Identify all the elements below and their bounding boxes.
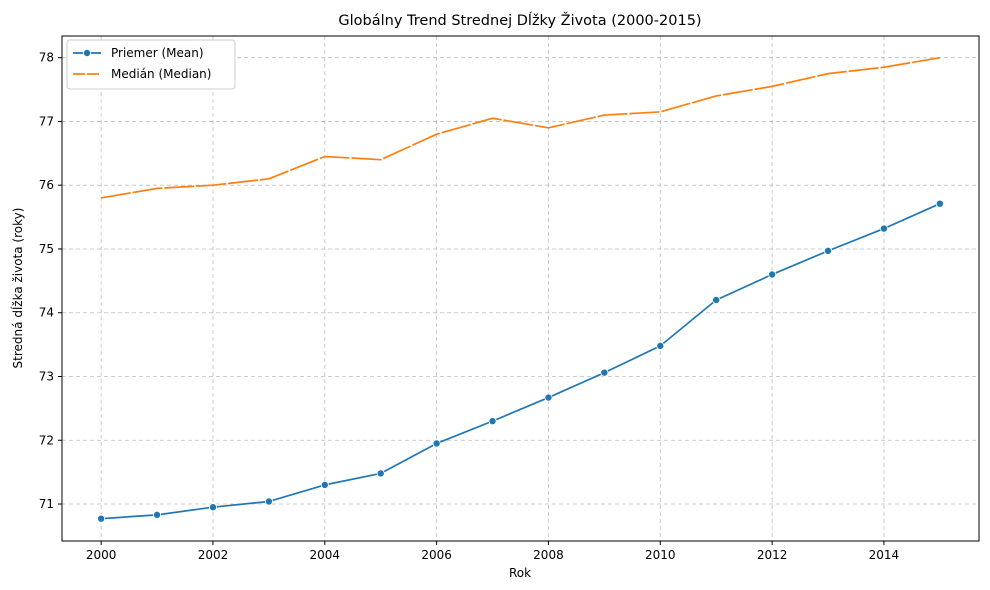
x-axis-label: Rok xyxy=(509,566,531,580)
data-point-0 xyxy=(208,503,217,512)
legend-label-mean: Priemer (Mean) xyxy=(111,46,204,60)
chart-title: Globálny Trend Strednej Dĺžky Života (20… xyxy=(338,11,701,29)
data-point-0 xyxy=(712,295,721,304)
data-point-0 xyxy=(376,469,385,478)
y-tick-label: 78 xyxy=(39,51,54,65)
y-tick-label: 72 xyxy=(39,433,54,447)
legend-marker-mean xyxy=(83,49,92,58)
data-point-0 xyxy=(879,224,888,233)
x-tick-label: 2004 xyxy=(310,548,341,562)
legend-box xyxy=(66,39,236,90)
y-tick-label: 76 xyxy=(39,178,54,192)
data-point-0 xyxy=(768,270,777,279)
grid xyxy=(62,36,979,541)
legend: Priemer (Mean) Medián (Median) xyxy=(66,39,236,90)
plot-area-frame xyxy=(61,35,980,542)
data-point-0 xyxy=(264,497,273,506)
series-line-0 xyxy=(101,202,941,520)
x-tick-label: 2002 xyxy=(198,548,229,562)
x-tick-label: 2014 xyxy=(869,548,900,562)
data-point-0 xyxy=(600,368,609,377)
legend-label-median: Medián (Median) xyxy=(111,67,211,81)
series-line-1 xyxy=(100,56,941,199)
y-tick-label: 74 xyxy=(39,306,54,320)
data-point-0 xyxy=(153,510,162,519)
y-axis: 71 72 73 74 75 76 77 78 xyxy=(39,51,62,511)
x-tick-label: 2006 xyxy=(421,548,452,562)
y-tick-label: 77 xyxy=(39,114,54,128)
data-point-0 xyxy=(320,480,329,489)
x-tick-label: 2008 xyxy=(533,548,564,562)
data-point-0 xyxy=(488,417,497,426)
data-point-0 xyxy=(824,246,833,255)
data-point-0 xyxy=(544,393,553,402)
y-tick-label: 71 xyxy=(39,497,54,511)
x-tick-label: 2000 xyxy=(86,548,117,562)
y-tick-label: 75 xyxy=(39,242,54,256)
x-axis: 2000 2002 2004 2006 2008 2010 2012 2014 xyxy=(86,541,899,562)
y-tick-label: 73 xyxy=(39,369,54,383)
x-tick-label: 2010 xyxy=(645,548,676,562)
x-tick-label: 2012 xyxy=(757,548,788,562)
series-layer xyxy=(97,56,944,523)
y-axis-label: Stredná dĺžka života (roky) xyxy=(10,208,25,369)
data-point-0 xyxy=(97,514,106,523)
data-point-0 xyxy=(656,341,665,350)
data-point-0 xyxy=(432,439,441,448)
data-point-0 xyxy=(935,199,944,208)
